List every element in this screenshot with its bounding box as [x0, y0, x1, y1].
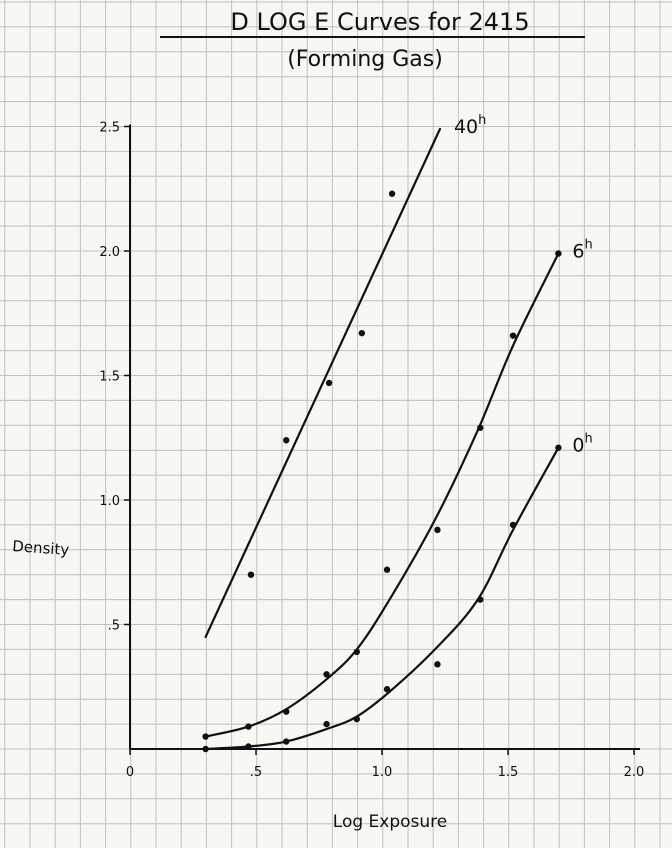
- data-point-0h: [434, 661, 441, 668]
- data-point-40h: [388, 190, 396, 197]
- chart-title: D LOG E Curves for 2415: [230, 8, 529, 36]
- data-point-6h: [509, 332, 517, 339]
- series-curve-6h: [204, 252, 560, 738]
- data-point-40h: [247, 571, 255, 578]
- data-point-0h: [509, 521, 517, 529]
- data-point-6h: [202, 733, 209, 740]
- series-curves: [204, 127, 560, 751]
- y-tick-label: 1.5: [99, 370, 120, 385]
- x-axis-label: Log Exposure: [333, 812, 447, 832]
- data-point-40h: [325, 379, 333, 387]
- data-point-6h: [555, 250, 562, 257]
- y-tick-label: .5: [108, 619, 120, 634]
- series-label-40h: 40h: [454, 113, 486, 138]
- data-point-6h: [245, 723, 252, 730]
- y-tick-label: 2.0: [99, 245, 120, 260]
- x-tick-label: 1.0: [372, 765, 393, 780]
- data-point-6h: [283, 708, 290, 715]
- data-point-6h: [477, 424, 484, 431]
- data-point-40h: [358, 329, 366, 337]
- x-tick-label: 0: [126, 765, 134, 780]
- series-label-unit: h: [478, 113, 486, 128]
- data-point-0h: [283, 738, 290, 745]
- series-label-0h: 0h: [572, 432, 592, 457]
- series-label-number: 40: [454, 116, 478, 138]
- data-point-0h: [353, 715, 360, 723]
- series-label-number: 6: [572, 240, 584, 262]
- data-point-6h: [323, 671, 330, 678]
- data-points: [202, 190, 562, 753]
- series-label-unit: h: [584, 237, 592, 252]
- series-curve-40h: [204, 127, 442, 639]
- series-label-unit: h: [584, 432, 592, 447]
- series-label-6h: 6h: [572, 237, 592, 262]
- x-tick-label: .5: [250, 765, 262, 780]
- tick-labels: 0 .5 1.0 1.5 2.0 .5 1.0 1.5 2.0 2.5: [99, 121, 644, 781]
- y-tick-label: 1.0: [99, 494, 120, 509]
- data-point-0h: [245, 743, 252, 750]
- y-tick-label: 2.5: [99, 121, 120, 136]
- data-point-0h: [323, 720, 330, 728]
- data-point-0h: [383, 686, 391, 693]
- data-point-6h: [434, 526, 441, 534]
- series-label-number: 0: [572, 435, 584, 457]
- data-point-40h: [283, 437, 290, 444]
- series-curve-0h: [204, 446, 560, 751]
- data-point-0h: [202, 745, 209, 753]
- x-tick-label: 2.0: [624, 765, 645, 780]
- y-axis-label: Density: [12, 537, 70, 559]
- data-point-0h: [477, 596, 484, 603]
- chart-subtitle: (Forming Gas): [287, 47, 443, 72]
- x-tick-label: 1.5: [498, 765, 519, 780]
- data-point-6h: [383, 566, 391, 573]
- data-point-6h: [353, 648, 360, 656]
- data-point-0h: [555, 444, 562, 451]
